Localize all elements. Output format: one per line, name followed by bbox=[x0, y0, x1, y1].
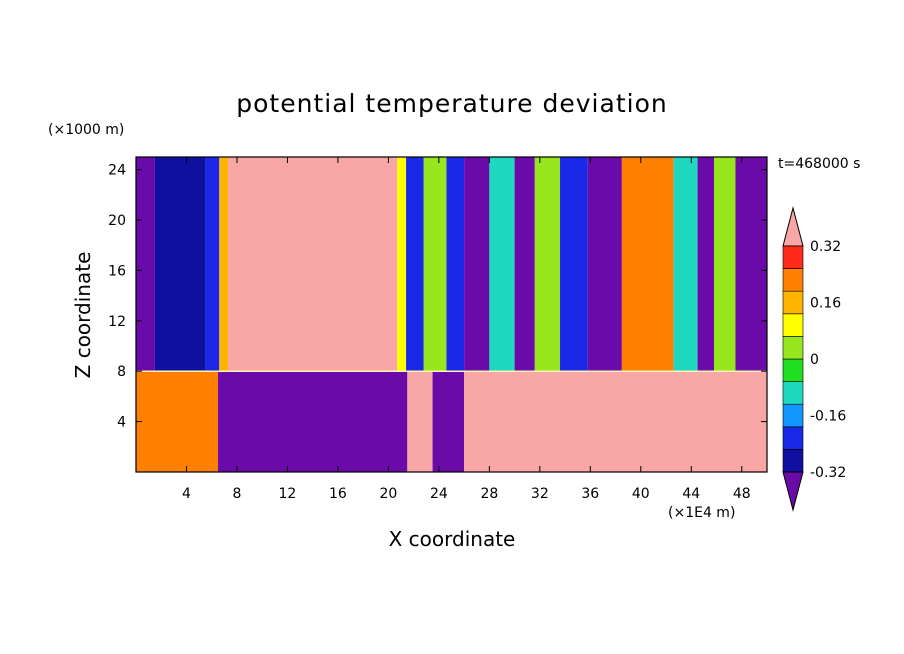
field-column-upper bbox=[621, 157, 674, 372]
field-column-upper bbox=[587, 157, 622, 372]
field-column-upper bbox=[205, 157, 220, 372]
colorbar-segment bbox=[782, 290, 804, 315]
field-column-upper bbox=[423, 157, 447, 372]
colorbar-segment bbox=[782, 336, 804, 360]
y-unit-label: (×1000 m) bbox=[48, 122, 124, 138]
x-tick-label: 20 bbox=[379, 486, 397, 502]
chart-title: potential temperature deviation bbox=[236, 89, 667, 118]
colorbar-tick-label: -0.16 bbox=[810, 409, 846, 425]
colorbar-segment bbox=[782, 313, 804, 337]
field-column-upper bbox=[673, 157, 698, 372]
field-column-upper bbox=[406, 157, 424, 372]
field-column-upper bbox=[446, 157, 465, 372]
colorbar-segment bbox=[782, 426, 804, 450]
field-column-upper bbox=[397, 157, 407, 372]
x-tick-label: 40 bbox=[632, 486, 650, 502]
colorbar-tick-label: 0.16 bbox=[810, 296, 841, 312]
colorbar-segment bbox=[782, 381, 804, 405]
field-column-upper bbox=[219, 157, 229, 372]
x-tick-label: 12 bbox=[279, 486, 297, 502]
field-column-upper bbox=[534, 157, 561, 372]
x-tick-label: 8 bbox=[232, 486, 241, 502]
y-tick-label: 24 bbox=[108, 163, 126, 179]
x-axis-label: X coordinate bbox=[389, 527, 516, 551]
field-column-upper bbox=[154, 157, 206, 372]
colorbar-lower-extension bbox=[782, 471, 804, 512]
y-tick-label: 16 bbox=[108, 263, 126, 279]
x-tick-label: 36 bbox=[581, 486, 599, 502]
y-axis: 4 8 12 16 20 24 bbox=[108, 163, 767, 431]
y-axis-label: Z coordinate bbox=[71, 252, 95, 379]
colorbar-segment bbox=[782, 358, 804, 382]
y-tick-label: 12 bbox=[108, 314, 126, 330]
field-column-lower bbox=[432, 371, 465, 472]
x-tick-label: 4 bbox=[182, 486, 191, 502]
x-axis: 4 8 12 16 20 24 28 32 36 40 44 48 bbox=[182, 157, 751, 502]
x-tick-label: 28 bbox=[480, 486, 498, 502]
y-tick-label: 4 bbox=[117, 415, 126, 431]
colorbar: 0.32 0.16 0 -0.16 -0.32 bbox=[782, 206, 846, 512]
time-label: t=468000 s bbox=[778, 156, 860, 172]
y-tick-label: 8 bbox=[117, 364, 126, 380]
field-column-lower bbox=[464, 371, 767, 472]
x-tick-label: 16 bbox=[329, 486, 347, 502]
x-tick-label: 44 bbox=[682, 486, 700, 502]
colorbar-segment bbox=[782, 449, 804, 473]
colorbar-segment bbox=[782, 245, 804, 269]
field-column-lower bbox=[136, 371, 219, 472]
x-tick-label: 24 bbox=[430, 486, 448, 502]
field-column-upper bbox=[713, 157, 736, 372]
field-column-upper bbox=[489, 157, 515, 372]
colorbar-tick-label: -0.32 bbox=[810, 465, 846, 481]
plot-area bbox=[136, 157, 767, 472]
field-column-upper bbox=[560, 157, 588, 372]
colorbar-upper-extension bbox=[782, 206, 804, 247]
x-tick-label: 48 bbox=[733, 486, 751, 502]
field-column-upper bbox=[228, 157, 398, 372]
colorbar-tick-label: 0.32 bbox=[810, 239, 841, 255]
field-column-upper bbox=[514, 157, 535, 372]
field-column-lower bbox=[407, 371, 433, 472]
field-column-upper bbox=[464, 157, 490, 372]
field-column-upper bbox=[136, 157, 155, 372]
field-column-upper bbox=[697, 157, 714, 372]
y-tick-label: 20 bbox=[108, 213, 126, 229]
x-unit-label: (×1E4 m) bbox=[668, 505, 735, 521]
plot-frame bbox=[135, 156, 768, 473]
field-column-lower bbox=[218, 371, 408, 472]
colorbar-tick-label: 0 bbox=[810, 352, 819, 368]
colorbar-segment bbox=[782, 403, 804, 428]
colorbar-segment bbox=[782, 268, 804, 292]
x-tick-label: 32 bbox=[531, 486, 549, 502]
field-column-upper bbox=[735, 157, 767, 372]
